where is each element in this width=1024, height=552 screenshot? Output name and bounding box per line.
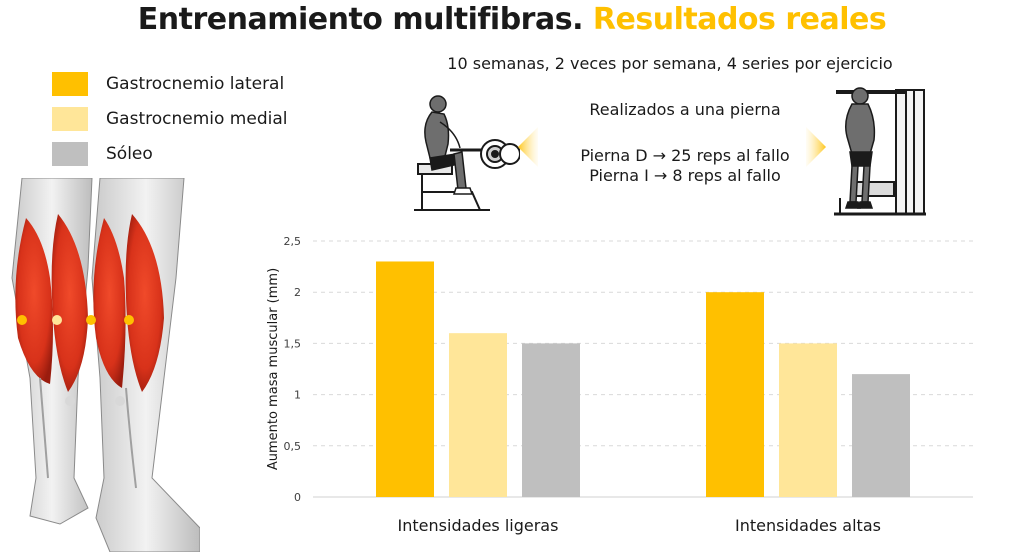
calf-anatomy-illustration: [11, 178, 200, 552]
legend: Gastrocnemio lateral Gastrocnemio medial…: [52, 72, 287, 177]
bar-gastrocnemio-medial-2: [779, 343, 837, 497]
legend-label: Gastrocnemio medial: [106, 109, 288, 129]
y-axis-label: Aumento masa muscular (mm): [266, 268, 281, 470]
y-tick-label: 0: [294, 491, 301, 504]
arrow-left-icon: [518, 127, 538, 167]
standing-calf-raise-illustration: [834, 87, 926, 216]
legend-swatch-soleo: [52, 142, 88, 166]
y-tick-label: 2: [294, 286, 301, 299]
title-accent: Resultados reales: [592, 2, 887, 37]
protocol-line-1: Realizados a una pierna: [589, 100, 781, 119]
chart-subtitle: 10 semanas, 2 veces por semana, 4 series…: [447, 54, 893, 73]
title-main: Entrenamiento multifibras.: [137, 2, 584, 37]
bar-gastrocnemio-medial-1: [449, 333, 507, 497]
y-tick-label: 2,5: [284, 235, 302, 248]
bar-chart: 0 0,5 1 1,5 2 2,5 Aumento masa muscular (mm) In…: [266, 235, 973, 535]
protocol-line-2: Pierna D → 25 reps al fallo: [580, 146, 790, 165]
protocol-line-3: Pierna I → 8 reps al fallo: [589, 166, 781, 185]
x-category-label: Intensidades ligeras: [398, 516, 559, 535]
legend-label: Sóleo: [106, 144, 153, 164]
legend-item-soleo: Sóleo: [52, 142, 287, 166]
protocol-text: Realizados a una pierna Pierna D → 25 re…: [530, 100, 840, 186]
bar-sóleo-1: [522, 343, 580, 497]
legend-swatch-gastrocnemio-medial: [52, 107, 88, 131]
legend-item-gastrocnemio-medial: Gastrocnemio medial: [52, 107, 287, 131]
legend-label: Gastrocnemio lateral: [106, 74, 285, 94]
chart-title: Entrenamiento multifibras. Resultados re…: [0, 2, 1024, 37]
bar-gastrocnemio-lateral-2: [706, 292, 764, 497]
bar-gastrocnemio-lateral-1: [376, 261, 434, 497]
arrow-right-icon: [806, 127, 826, 167]
y-tick-label: 1: [294, 389, 301, 402]
y-tick-label: 0,5: [284, 440, 302, 453]
bar-sóleo-2: [852, 374, 910, 497]
y-tick-label: 1,5: [284, 337, 302, 350]
seated-calf-raise-illustration: [414, 95, 520, 211]
x-category-label: Intensidades altas: [735, 516, 881, 535]
legend-swatch-gastrocnemio-lateral: [52, 72, 88, 96]
legend-item-gastrocnemio-lateral: Gastrocnemio lateral: [52, 72, 287, 96]
